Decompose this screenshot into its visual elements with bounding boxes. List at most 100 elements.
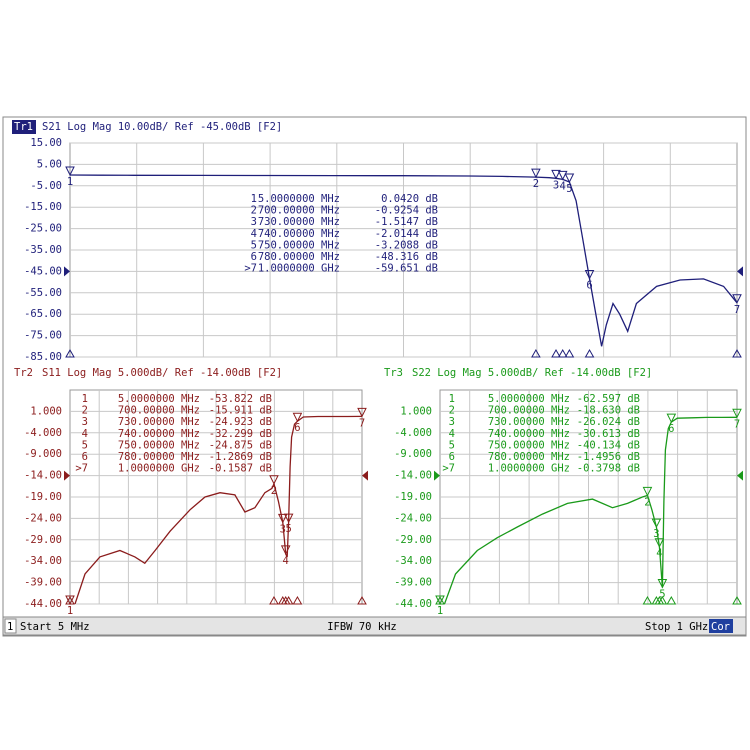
trace [74, 415, 362, 604]
marker-freq: 730.00000 MHz [488, 416, 570, 428]
marker-value: -32.299 dB [209, 428, 272, 440]
marker [657, 578, 668, 589]
y-tick-label: -24.00 [24, 512, 62, 524]
marker [654, 538, 665, 548]
marker-freq: 700.00000 MHz [118, 405, 200, 417]
marker-label: 2 [533, 178, 539, 190]
marker-value: -24.875 dB [209, 439, 272, 451]
marker-freq: 1.0000000 GHz [258, 263, 340, 275]
marker-freq: 5.0000000 MHz [488, 393, 570, 405]
marker [269, 475, 279, 485]
marker-value: -3.2088 dB [375, 239, 438, 251]
marker-label: 4 [560, 180, 566, 192]
chart-title: S22 Log Mag 5.000dB/ Ref -14.00dB [F2] [412, 367, 652, 379]
y-tick-label: -9.000 [24, 448, 62, 460]
marker-freq: 700.00000 MHz [488, 405, 570, 417]
marker-value: -1.5147 dB [375, 216, 438, 228]
status-bar [2, 616, 747, 636]
chart-title: S21 Log Mag 10.00dB/ Ref -45.00dB [F2] [42, 121, 282, 133]
marker-value: -62.597 dB [577, 393, 640, 405]
marker-label: 2 [644, 496, 650, 508]
marker-num: 5 [251, 239, 257, 251]
marker-value: -48.316 dB [375, 251, 438, 263]
marker-num: >7 [244, 263, 257, 275]
start-freq: Start 5 MHz [20, 621, 90, 633]
trace [70, 174, 737, 347]
ifbw: IFBW 70 kHz [327, 621, 397, 633]
marker-value: -18.630 dB [577, 405, 640, 417]
marker-freq: 780.00000 MHz [118, 451, 200, 463]
marker-x-indicator [642, 595, 653, 605]
marker-num: 1 [251, 193, 257, 205]
y-tick-label: -34.00 [24, 555, 62, 567]
marker-num: 3 [251, 216, 257, 228]
marker [642, 486, 653, 497]
marker-x-indicator [65, 348, 75, 358]
marker-label: 4 [656, 548, 662, 560]
channel: 1 [7, 621, 13, 633]
marker-x-indicator [557, 348, 568, 358]
marker-label: 6 [294, 422, 300, 434]
marker [551, 169, 561, 180]
marker-x-indicator [531, 348, 541, 358]
marker-freq: 780.00000 MHz [258, 251, 340, 263]
marker-label: 1 [67, 605, 73, 617]
marker-x-indicator [283, 595, 294, 605]
marker-num: 2 [449, 405, 455, 417]
marker-freq: 740.00000 MHz [118, 428, 200, 440]
marker-x-indicator [584, 348, 595, 358]
y-tick-label: -39.00 [24, 577, 62, 589]
marker [65, 166, 75, 177]
marker-freq: 750.00000 MHz [488, 439, 570, 451]
marker-value: -24.923 dB [209, 416, 272, 428]
marker-value: -40.134 dB [577, 439, 640, 451]
marker-label: 7 [734, 304, 740, 316]
marker-num: >7 [442, 463, 455, 475]
marker-value: -0.1587 dB [209, 463, 272, 475]
marker-label: 6 [586, 279, 592, 291]
marker-freq: 780.00000 MHz [488, 451, 570, 463]
y-tick-label: -4.000 [24, 427, 62, 439]
ref-level-right [737, 470, 743, 481]
marker-value: -59.651 dB [375, 263, 438, 275]
marker-label: 3 [553, 179, 559, 191]
marker-label: 4 [283, 555, 289, 567]
marker-freq: 730.00000 MHz [118, 416, 200, 428]
marker-value: -0.3798 dB [577, 463, 640, 475]
marker-num: 6 [82, 451, 88, 463]
marker [283, 513, 294, 524]
marker-x-indicator [65, 595, 75, 605]
marker-x-indicator [269, 595, 279, 605]
marker-num: 4 [82, 428, 88, 440]
y-tick-label: -44.00 [394, 598, 432, 610]
marker-num: >7 [75, 463, 88, 475]
marker-x-indicator [564, 348, 575, 358]
ref-level-left [64, 266, 70, 277]
marker [732, 408, 742, 419]
marker-x-indicator [292, 595, 303, 605]
y-tick-label: 5.00 [37, 158, 62, 170]
trace [443, 416, 737, 604]
y-tick-label: -29.00 [394, 534, 432, 546]
stop-freq: Stop 1 GHz [645, 621, 708, 633]
y-tick-label: -45.00 [24, 265, 62, 277]
marker-x-indicator [666, 595, 677, 605]
trace-id: Tr3 [384, 367, 403, 379]
marker-x-indicator [732, 348, 742, 358]
marker [277, 513, 288, 524]
marker-num: 5 [449, 439, 455, 451]
channel-box [4, 618, 17, 634]
marker-x-indicator [357, 595, 367, 605]
y-tick-label: -55.00 [24, 287, 62, 299]
marker [651, 518, 662, 529]
marker-x-indicator [551, 348, 561, 358]
trace-id-box [12, 120, 36, 134]
marker-num: 1 [449, 393, 455, 405]
marker-label: 6 [668, 423, 674, 435]
marker-freq: 730.00000 MHz [258, 216, 340, 228]
marker [557, 170, 568, 181]
y-tick-label: -85.00 [24, 351, 62, 363]
marker [584, 269, 595, 280]
y-tick-label: -19.00 [394, 491, 432, 503]
